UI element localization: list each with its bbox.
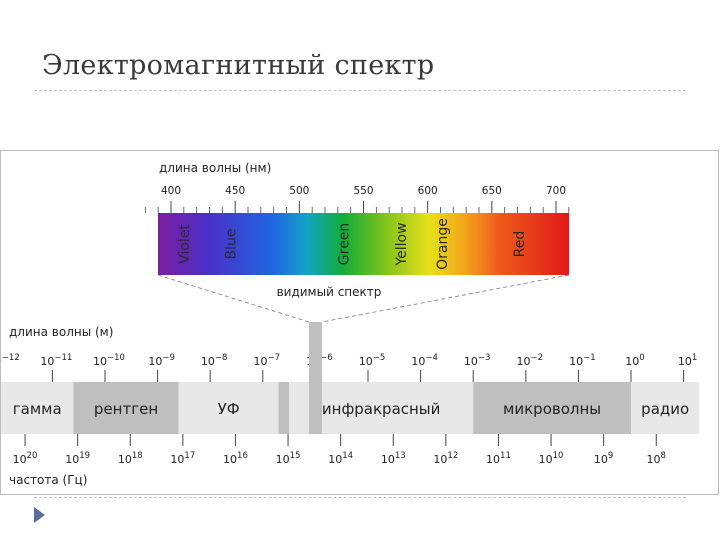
band-label: микроволны: [503, 400, 601, 418]
wavelength-tick-label: 10−10: [93, 353, 125, 368]
wavelength-tick-label: 10−1: [569, 353, 596, 368]
band-label: УФ: [218, 400, 240, 418]
zoom-line-left: [157, 274, 310, 323]
frequency-tick-label: 1015: [276, 451, 301, 466]
frequency-tick-label: 1013: [381, 451, 406, 466]
frequency-tick-label: 1020: [13, 451, 38, 466]
wavelength-ticks: 10−1210−1110−1010−910−810−710−610−510−41…: [1, 353, 697, 382]
wavelength-tick-label: 10−2: [517, 353, 544, 368]
band-region: [178, 382, 279, 434]
band-region: [1, 382, 74, 434]
visible-color-labels: Violet Blue Green Yellow Orange Red: [177, 218, 528, 270]
visible-tick-label: 600: [418, 185, 438, 197]
frequency-tick-label: 1019: [65, 451, 90, 466]
band-label: инфракрасный: [322, 400, 441, 418]
frequency-tick-label: 109: [594, 451, 613, 466]
color-label: Orange: [435, 218, 451, 270]
frequency-tick-label: 1018: [118, 451, 143, 466]
visible-tick-label: 650: [482, 185, 502, 197]
frequency-tick-label: 1011: [486, 451, 511, 466]
wavelength-tick-label: 10−3: [464, 353, 491, 368]
color-label: Yellow: [394, 222, 410, 266]
visible-ticks: 400 450 500 550 600 650 700: [144, 185, 570, 213]
visible-tick-label: 700: [546, 185, 566, 197]
wavelength-tick-label: 101: [678, 353, 697, 368]
wavelength-tick-label: 10−5: [359, 353, 386, 368]
band-label: рентген: [94, 400, 158, 418]
em-spectrum-diagram: длина волны (нм) 400 450 500 550 600 650 700 V…: [1, 161, 700, 487]
visible-tick-label: 550: [353, 185, 373, 197]
wavelength-tick-label: 10−8: [201, 353, 228, 368]
spectrum-bands: гамма рентген УФ инфракрасный микроволны ради…: [1, 382, 700, 434]
band-region: [473, 382, 631, 434]
frequency-ticks: 1020 1019 1018 1017 1016 1015 1014 1013 1012 1011…: [13, 434, 666, 466]
wavelength-tick-label: 10−9: [148, 353, 175, 368]
slide-title: Электромагнитный спектр: [42, 50, 435, 81]
wavelength-tick-label: 100: [625, 353, 644, 368]
wavelength-tick-label: 10−11: [40, 353, 72, 368]
color-label: Blue: [223, 229, 239, 260]
frequency-axis-title: частота (Гц): [9, 473, 87, 487]
color-label: Green: [336, 223, 352, 265]
visible-tick-label: 500: [289, 185, 309, 197]
band-label: гамма: [13, 400, 62, 418]
visible-axis-title: длина волны (нм): [159, 161, 271, 175]
frequency-tick-label: 1012: [433, 451, 458, 466]
wavelength-tick-label: 10−7: [254, 353, 281, 368]
wavelength-axis-title: длина волны (м): [9, 325, 113, 339]
color-label: Red: [512, 231, 528, 258]
bullet-arrow-icon: [34, 507, 45, 523]
wavelength-tick-label: 10−12: [1, 353, 20, 368]
band-region: [278, 382, 290, 434]
band-label: радио: [641, 400, 689, 418]
visible-marker: [309, 322, 322, 434]
band-region: [631, 382, 700, 434]
frequency-tick-label: 1016: [223, 451, 248, 466]
color-label: Violet: [177, 224, 193, 264]
visible-tick-label: 450: [225, 185, 245, 197]
frequency-tick-label: 108: [647, 451, 666, 466]
wavelength-tick-label: 10−4: [411, 353, 438, 368]
frequency-tick-label: 1014: [328, 451, 353, 466]
visible-caption: видимый спектр: [277, 285, 382, 299]
band-region: [73, 382, 179, 434]
frequency-tick-label: 1010: [539, 451, 564, 466]
spectrum-figure: длина волны (нм) 400 450 500 550 600 650 700 V…: [0, 150, 719, 495]
title-divider: [34, 90, 686, 91]
visible-spectrum-bar: [158, 213, 569, 275]
visible-tick-label: 400: [161, 185, 181, 197]
bottom-divider: [34, 497, 686, 498]
frequency-tick-label: 1017: [170, 451, 195, 466]
